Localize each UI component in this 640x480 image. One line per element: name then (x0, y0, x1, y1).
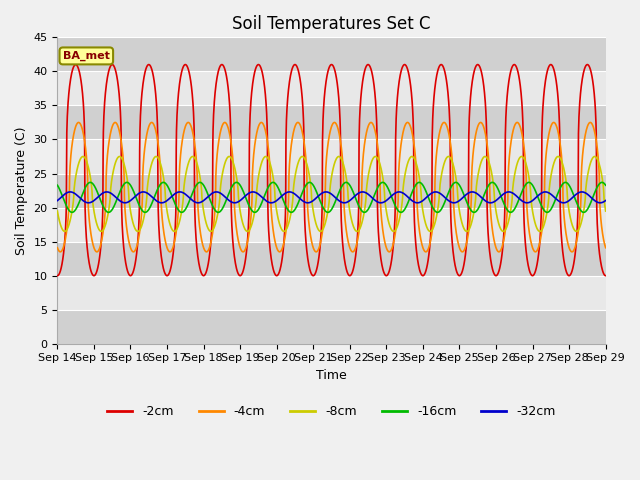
Bar (58, 174, 605, 207)
Bar (58, 37, 605, 72)
Bar (58, 140, 605, 174)
Bar (58, 72, 605, 106)
Bar (58, 207, 605, 241)
Text: BA_met: BA_met (63, 51, 110, 61)
Legend: -2cm, -4cm, -8cm, -16cm, -32cm: -2cm, -4cm, -8cm, -16cm, -32cm (102, 400, 561, 423)
X-axis label: Time: Time (316, 369, 347, 382)
Bar (58, 106, 605, 140)
Title: Soil Temperatures Set C: Soil Temperatures Set C (232, 15, 431, 33)
Y-axis label: Soil Temperature (C): Soil Temperature (C) (15, 126, 28, 255)
Bar (58, 241, 605, 276)
Bar (58, 276, 605, 310)
Bar (58, 310, 605, 344)
